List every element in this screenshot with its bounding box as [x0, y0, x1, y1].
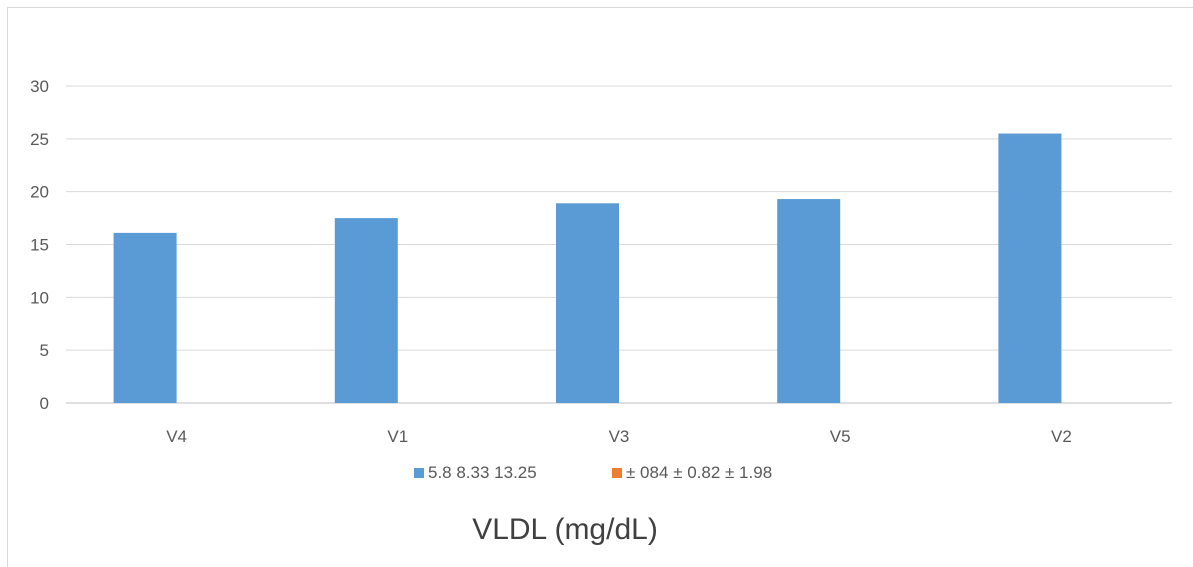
x-tick-label: V3	[609, 427, 630, 446]
bars	[113, 133, 1062, 404]
y-axis-tick-labels: 0 5 10 15 20 25 30	[30, 77, 49, 413]
legend-swatch-series-1	[414, 468, 424, 478]
legend-label-series-1: 5.8 8.33 13.25	[428, 463, 537, 482]
legend-label-series-2: ± 084 ± 0.82 ± 1.98	[626, 463, 772, 482]
y-tick-label: 15	[30, 236, 49, 255]
legend: 5.8 8.33 13.25 ± 084 ± 0.82 ± 1.98	[414, 463, 772, 482]
y-tick-label: 25	[30, 130, 49, 149]
bar-v2-series-1	[998, 133, 1062, 404]
bar-v1-series-1	[334, 218, 398, 403]
bar-v5-series-1	[777, 199, 841, 403]
bar-v4-series-1	[113, 232, 177, 403]
y-tick-label: 30	[30, 77, 49, 96]
y-tick-label: 5	[40, 341, 49, 360]
bar-v3-series-1	[556, 203, 619, 403]
x-tick-label: V5	[830, 427, 851, 446]
x-axis-tick-labels: V4 V1 V3 V5 V2	[166, 427, 1072, 446]
y-tick-label: 10	[30, 288, 49, 307]
x-tick-label: V2	[1051, 427, 1072, 446]
x-tick-label: V1	[387, 427, 408, 446]
legend-swatch-series-2	[612, 468, 622, 478]
y-tick-label: 20	[30, 183, 49, 202]
chart-title: VLDL (mg/dL)	[472, 513, 658, 546]
y-tick-label: 0	[40, 394, 49, 413]
x-tick-label: V4	[166, 427, 187, 446]
